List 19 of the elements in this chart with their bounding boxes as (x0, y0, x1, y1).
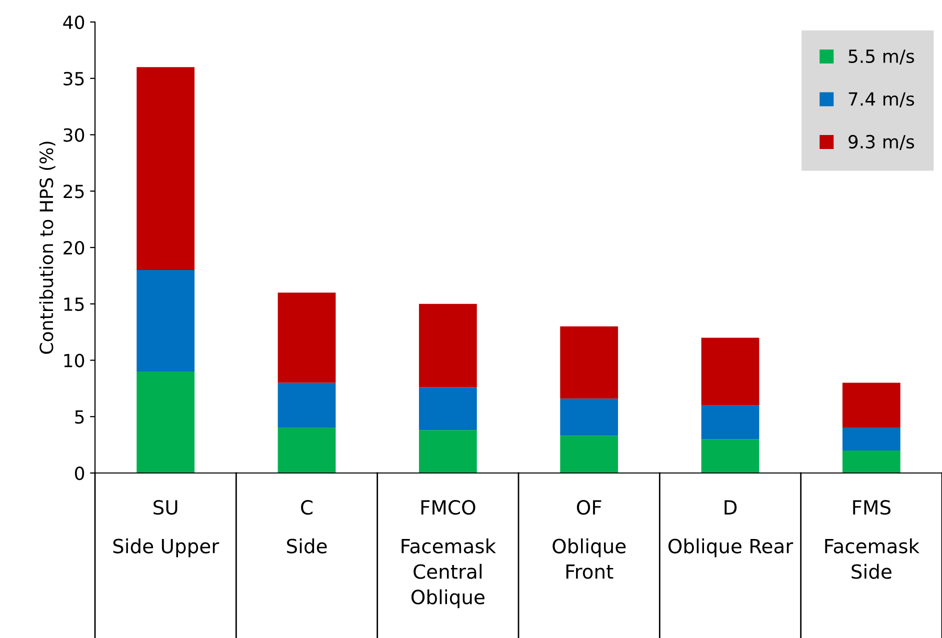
category-label: FMS Facemask Side (825, 500, 920, 579)
y-tick-label: 35 (64, 72, 84, 86)
category-label: D Oblique Rear (668, 500, 794, 558)
y-tick-label: 20 (64, 240, 84, 255)
category-label: OF Oblique Front (552, 500, 626, 579)
y-tick-label: 10 (64, 354, 84, 368)
y-tick-label: 0 (74, 466, 84, 480)
category-label: C Side (287, 500, 327, 554)
y-tick-label: 30 (64, 128, 84, 142)
legend-label: 9.3 m/s (848, 134, 914, 150)
legend-label: 5.5 m/s (848, 50, 914, 64)
y-axis-title: Contribution to HPS (%) (39, 142, 56, 354)
y-tick-label: 15 (64, 298, 84, 311)
y-tick-label: 40 (63, 15, 84, 30)
y-tick-label: 25 (64, 184, 84, 198)
category-label: SU Side Upper (113, 500, 220, 558)
y-tick-label: 5 (75, 410, 84, 424)
category-label: FMCO Facemask Central Oblique (402, 500, 496, 608)
legend-label: 7.4 m/s (848, 92, 914, 108)
